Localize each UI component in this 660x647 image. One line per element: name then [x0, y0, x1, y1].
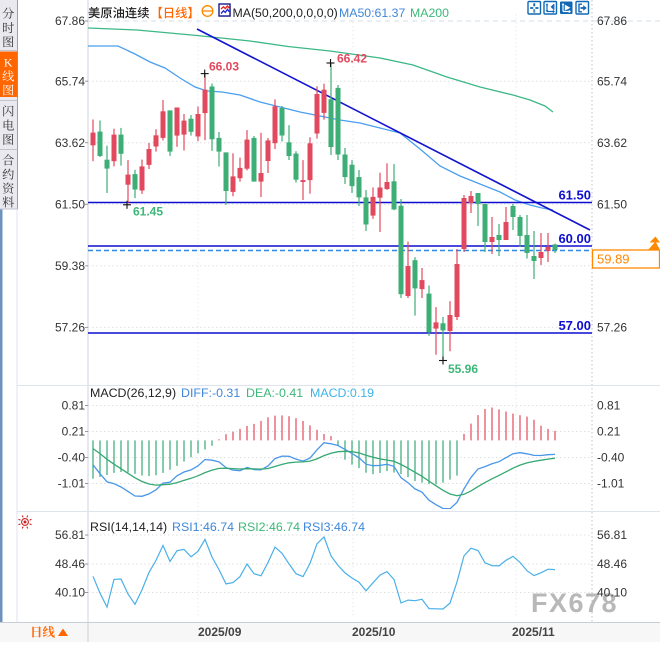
svg-text:65.74: 65.74	[597, 74, 627, 88]
svg-text:2025/10: 2025/10	[352, 625, 396, 639]
svg-text:63.62: 63.62	[55, 136, 85, 150]
svg-text:61.45: 61.45	[133, 205, 163, 219]
svg-text:DIFF:-0.31: DIFF:-0.31	[181, 386, 240, 400]
svg-text:RSI2:46.74: RSI2:46.74	[238, 520, 300, 534]
svg-text:61.50: 61.50	[558, 188, 591, 203]
svg-text:61.50: 61.50	[597, 198, 627, 212]
svg-text:66.03: 66.03	[209, 60, 239, 74]
svg-text:DEA:-0.41: DEA:-0.41	[246, 386, 303, 400]
svg-text:MA200: MA200	[410, 6, 449, 20]
svg-text:56.81: 56.81	[55, 528, 85, 542]
svg-text:K: K	[4, 56, 13, 70]
svg-text:-1.01: -1.01	[58, 477, 86, 491]
svg-text:63.62: 63.62	[597, 136, 627, 150]
svg-text:-0.40: -0.40	[58, 451, 86, 465]
svg-text:55.96: 55.96	[448, 362, 478, 376]
svg-text:56.81: 56.81	[597, 528, 627, 542]
svg-text:57.00: 57.00	[558, 318, 591, 333]
svg-text:57.26: 57.26	[55, 321, 85, 335]
svg-text:MA(50,200,0,0,0,0): MA(50,200,0,0,0,0)	[233, 6, 338, 20]
svg-text:57.26: 57.26	[597, 321, 627, 335]
svg-text:FX678: FX678	[531, 588, 618, 618]
svg-text:48.46: 48.46	[55, 557, 85, 571]
svg-text:0.21: 0.21	[597, 425, 621, 439]
svg-text:MACD:0.19: MACD:0.19	[310, 386, 374, 400]
svg-text:61.50: 61.50	[55, 198, 85, 212]
svg-text:2025/09: 2025/09	[198, 625, 242, 639]
svg-text:0.81: 0.81	[62, 399, 86, 413]
svg-text:60.00: 60.00	[558, 231, 591, 246]
svg-text:-0.40: -0.40	[597, 451, 625, 465]
svg-text:MACD(26,12,9): MACD(26,12,9)	[90, 386, 176, 400]
svg-text:40.10: 40.10	[55, 586, 85, 600]
svg-text:0.21: 0.21	[62, 425, 86, 439]
svg-text:59.89: 59.89	[597, 252, 630, 267]
svg-text:59.38: 59.38	[55, 259, 85, 273]
svg-text:RSI(14,14,14): RSI(14,14,14)	[90, 520, 167, 534]
svg-text:67.86: 67.86	[55, 14, 85, 28]
svg-text:2025/11: 2025/11	[512, 625, 555, 639]
svg-text:MA50:61.37: MA50:61.37	[339, 6, 405, 20]
svg-text:67.86: 67.86	[597, 14, 627, 28]
svg-text:RSI1:46.74: RSI1:46.74	[172, 520, 234, 534]
svg-text:48.46: 48.46	[597, 557, 627, 571]
svg-text:-1.01: -1.01	[597, 477, 625, 491]
svg-text:66.42: 66.42	[337, 52, 367, 66]
svg-text:0.81: 0.81	[597, 399, 621, 413]
svg-text:RSI3:46.74: RSI3:46.74	[303, 520, 365, 534]
svg-text:65.74: 65.74	[55, 74, 85, 88]
svg-text:40.10: 40.10	[597, 586, 627, 600]
